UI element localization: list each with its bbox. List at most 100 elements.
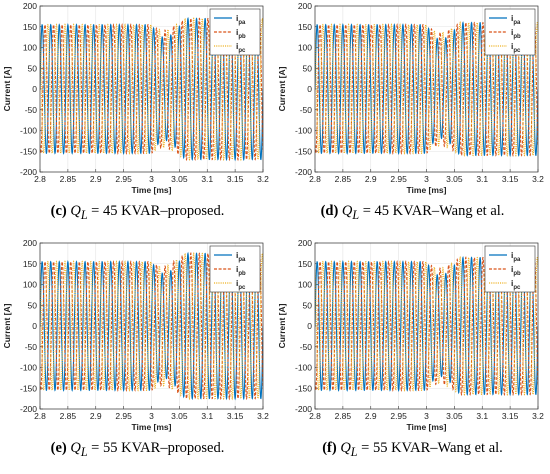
- x-tick-label: 3.15: [227, 174, 244, 184]
- series-line-ipa: [40, 16, 263, 162]
- x-tick-label: 3.2: [257, 174, 269, 184]
- x-tick-label: 3.05: [446, 411, 463, 421]
- y-tick-label: -200: [295, 404, 312, 414]
- caption-letter: (d): [320, 203, 339, 219]
- legend-label-ipb: ipb: [236, 27, 246, 40]
- x-tick-label: 3.1: [201, 411, 213, 421]
- x-tick-label: 3.05: [171, 174, 188, 184]
- y-tick-label: 100: [23, 43, 37, 53]
- legend-box: [209, 245, 261, 293]
- y-tick-label: 0: [307, 84, 312, 94]
- chart-panel-d: 2.8 2.85 2.9 2.95 3 3.05 3.1 3.15 3.2 -200 -150 -10…: [275, 0, 550, 237]
- x-tick-label: 2.95: [115, 174, 132, 184]
- y-tick-label: 200: [298, 1, 312, 11]
- axes-frame: [39, 242, 264, 410]
- y-axis-label: Current [A]: [277, 303, 287, 348]
- caption-letter: (f): [322, 440, 337, 456]
- legend-box: [484, 8, 536, 56]
- caption-text: = 55 KVAR–Wang et al.: [357, 440, 503, 456]
- y-tick-label: -100: [295, 126, 312, 136]
- y-tick-label: 50: [303, 300, 313, 310]
- legend-label-ipc: ipc: [511, 41, 521, 54]
- x-tick-label: 2.8: [309, 174, 321, 184]
- y-tick-label: -200: [20, 404, 37, 414]
- current-waveform-chart-f: 2.8 2.85 2.9 2.95 3 3.05 3.1 3.15 3.2 -200 -150 -10…: [277, 238, 544, 432]
- x-tick-label: 2.9: [365, 174, 377, 184]
- y-tick-label: 200: [23, 1, 37, 11]
- legend-label-ipa: ipa: [236, 13, 246, 26]
- caption-text: = 45 KVAR–proposed.: [87, 203, 225, 219]
- legend-label-ipb: ipb: [511, 264, 521, 277]
- chart-panel-c: 2.8 2.85 2.9 2.95 3 3.05 3.1 3.15 3.2 -200 -150 -10…: [0, 0, 275, 237]
- y-tick-label: -150: [295, 383, 312, 393]
- x-tick-label: 3.2: [532, 174, 544, 184]
- legend-label-ipc: ipc: [236, 41, 246, 54]
- x-tick-label: 3: [149, 174, 154, 184]
- x-tick-label: 3.1: [476, 411, 488, 421]
- x-axis-label: Time [ms]: [407, 422, 447, 432]
- x-tick-label: 2.95: [115, 411, 132, 421]
- y-tick-label: -50: [25, 342, 38, 352]
- x-axis-label: Time [ms]: [407, 185, 447, 195]
- legend-label-ipc: ipc: [511, 278, 521, 291]
- y-tick-label: 100: [298, 43, 312, 53]
- y-tick-label: 150: [298, 259, 312, 269]
- x-tick-label: 2.85: [60, 411, 77, 421]
- x-axis-label: Time [ms]: [132, 185, 172, 195]
- x-tick-label: 2.95: [390, 174, 407, 184]
- series-group: [315, 255, 538, 397]
- x-tick-label: 3: [424, 411, 429, 421]
- x-tick-label: 2.8: [34, 411, 46, 421]
- y-tick-label: -150: [20, 383, 37, 393]
- legend-label-ipc: ipc: [236, 278, 246, 291]
- legend-box: [209, 8, 261, 56]
- legend-box: [484, 245, 536, 293]
- y-tick-label: 100: [298, 280, 312, 290]
- y-axis-label: Current [A]: [2, 303, 12, 348]
- caption-text: = 45 KVAR–Wang et al.: [359, 203, 505, 219]
- x-tick-label: 2.9: [90, 411, 102, 421]
- y-axis-label: Current [A]: [277, 66, 287, 111]
- y-tick-label: 150: [23, 22, 37, 32]
- caption-subscript: L: [80, 444, 88, 459]
- y-tick-label: 50: [303, 63, 313, 73]
- x-tick-label: 3.2: [257, 411, 269, 421]
- y-tick-label: 100: [23, 280, 37, 290]
- caption-variable: Q: [340, 440, 351, 456]
- y-tick-label: -100: [20, 126, 37, 136]
- x-tick-label: 2.85: [335, 411, 352, 421]
- current-waveform-chart-e: 2.8 2.85 2.9 2.95 3 3.05 3.1 3.15 3.2 -200 -150 -10…: [2, 238, 269, 432]
- y-tick-label: 150: [23, 259, 37, 269]
- series-line-ipc: [40, 251, 263, 401]
- x-tick-label: 3.15: [227, 411, 244, 421]
- y-tick-label: -200: [20, 167, 37, 177]
- y-tick-label: -150: [295, 146, 312, 156]
- caption-text: = 55 KVAR–proposed.: [87, 440, 225, 456]
- chart-panel-e: 2.8 2.85 2.9 2.95 3 3.05 3.1 3.15 3.2 -200 -150 -10…: [0, 237, 275, 474]
- caption-subscript: L: [350, 444, 358, 459]
- current-waveform-chart-d: 2.8 2.85 2.9 2.95 3 3.05 3.1 3.15 3.2 -200 -150 -10…: [277, 1, 544, 195]
- x-tick-label: 2.9: [365, 411, 377, 421]
- y-tick-label: 200: [298, 238, 312, 248]
- y-tick-label: 0: [307, 321, 312, 331]
- caption-variable: Q: [70, 440, 81, 456]
- axes-frame: [39, 5, 264, 173]
- x-tick-label: 3.2: [532, 411, 544, 421]
- x-tick-label: 3.05: [171, 411, 188, 421]
- caption-f: (f) QL = 55 KVAR–Wang et al.: [275, 440, 550, 460]
- axes-frame: [314, 242, 539, 410]
- x-tick-label: 3: [149, 411, 154, 421]
- y-tick-label: -150: [20, 146, 37, 156]
- x-tick-label: 3.15: [502, 174, 519, 184]
- x-tick-label: 2.85: [335, 174, 352, 184]
- legend-label-ipb: ipb: [511, 27, 521, 40]
- y-tick-label: 150: [298, 22, 312, 32]
- x-axis-label: Time [ms]: [132, 422, 172, 432]
- caption-subscript: L: [352, 207, 360, 222]
- legend-label-ipa: ipa: [236, 250, 246, 263]
- x-tick-label: 2.8: [34, 174, 46, 184]
- y-tick-label: 50: [28, 300, 38, 310]
- y-axis-label: Current [A]: [2, 66, 12, 111]
- caption-letter: (e): [50, 440, 67, 456]
- series-line-ipa: [315, 20, 538, 158]
